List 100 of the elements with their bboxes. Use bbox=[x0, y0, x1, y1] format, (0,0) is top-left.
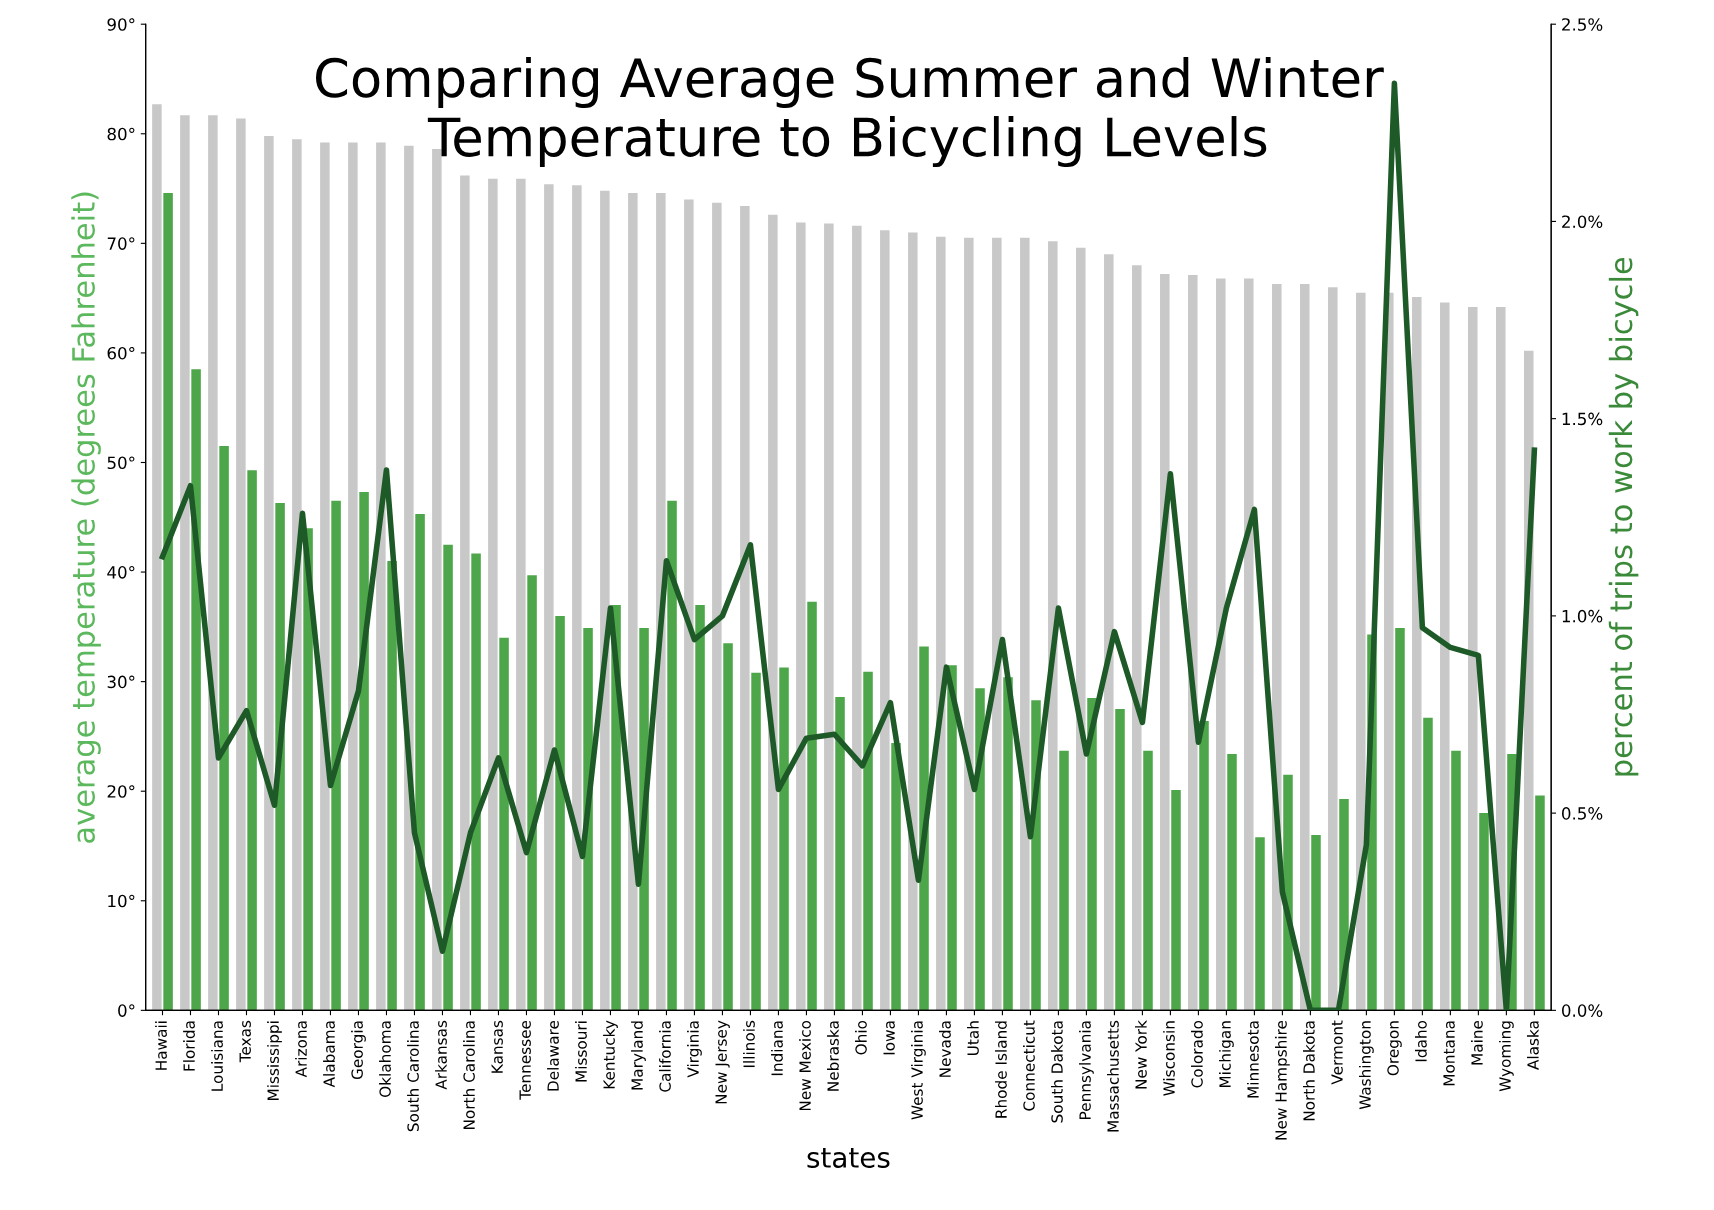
x-tick-label: Alabama bbox=[323, 1021, 335, 1088]
bar bbox=[348, 142, 358, 1011]
y2-tick-label: 0.0% bbox=[1561, 1004, 1603, 1017]
x-tick-label: South Carolina bbox=[407, 1021, 419, 1132]
bar bbox=[656, 192, 666, 1011]
bar bbox=[947, 665, 957, 1011]
x-tick-label: Alaska bbox=[1526, 1021, 1539, 1070]
bar bbox=[208, 115, 218, 1011]
bar bbox=[1143, 750, 1153, 1011]
x-tick-label: Delaware bbox=[547, 1020, 559, 1091]
bar bbox=[1115, 709, 1125, 1011]
bar bbox=[443, 544, 453, 1011]
y-tick-label: 20° bbox=[107, 785, 135, 798]
bar bbox=[1199, 721, 1209, 1011]
bar bbox=[1395, 627, 1405, 1011]
x-tick-label: Rhode Island bbox=[995, 1021, 1007, 1118]
bar bbox=[180, 115, 190, 1011]
bar bbox=[1468, 306, 1478, 1011]
x-tick-label: Tennessee bbox=[519, 1020, 531, 1100]
bar bbox=[852, 225, 862, 1011]
x-tick-label: South Dakota bbox=[1051, 1021, 1063, 1123]
bar bbox=[891, 742, 901, 1011]
bar bbox=[331, 500, 341, 1011]
bar bbox=[768, 214, 778, 1011]
bar bbox=[499, 637, 509, 1011]
x-tick-label: Maryland bbox=[631, 1021, 646, 1090]
bar bbox=[1356, 292, 1366, 1011]
bar bbox=[1020, 237, 1030, 1011]
bar bbox=[555, 615, 565, 1011]
bar bbox=[292, 139, 302, 1011]
bar bbox=[1300, 283, 1310, 1011]
x-tick-label: California bbox=[659, 1021, 671, 1092]
bar bbox=[1535, 795, 1545, 1011]
bar bbox=[796, 222, 806, 1011]
x-tick-label: Georgia bbox=[351, 1021, 366, 1080]
y2-tick-label: 1.5% bbox=[1562, 412, 1603, 426]
x-tick-label: Montana bbox=[1443, 1021, 1455, 1086]
x-tick-label: Idaho bbox=[1414, 1020, 1427, 1062]
bar bbox=[667, 500, 677, 1011]
x-tick-label: Texas bbox=[239, 1020, 251, 1063]
bar bbox=[936, 236, 946, 1011]
x-tick-label: Washington bbox=[1358, 1021, 1374, 1110]
bar bbox=[471, 553, 481, 1011]
bar bbox=[1255, 837, 1265, 1011]
y-tick-label: 0° bbox=[118, 1004, 135, 1017]
x-tick-label: Virginia bbox=[687, 1021, 702, 1078]
x-tick-label: Indiana bbox=[771, 1021, 783, 1076]
x-tick-label: Oregon bbox=[1387, 1021, 1402, 1076]
x-tick-label: Kansas bbox=[491, 1020, 503, 1073]
x-tick-label: Louisiana bbox=[211, 1021, 223, 1091]
bar bbox=[191, 369, 201, 1011]
text: Comparing Average Summer and Winter Temperature to Bicycling Levels bbox=[316, 56, 1384, 168]
bar bbox=[303, 528, 313, 1011]
x-tick-label: North Carolina bbox=[463, 1021, 475, 1130]
x-tick-label: Utah bbox=[967, 1021, 979, 1055]
y2-tick-label: 2.5% bbox=[1562, 18, 1603, 31]
x-axis-title: states bbox=[807, 1148, 890, 1168]
bar bbox=[779, 667, 789, 1011]
y-tick-label: 50° bbox=[107, 456, 135, 470]
x-tick-label: Nevada bbox=[939, 1021, 951, 1077]
bar bbox=[152, 104, 162, 1011]
bar bbox=[460, 175, 470, 1011]
x-tick-label: Nebraska bbox=[827, 1021, 839, 1091]
bar bbox=[264, 135, 274, 1011]
bar bbox=[1496, 306, 1506, 1011]
x-tick-label: Wisconsin bbox=[1163, 1021, 1175, 1096]
bar bbox=[908, 232, 918, 1011]
bar bbox=[359, 492, 369, 1011]
x-tick-label: Arkansas bbox=[435, 1020, 447, 1090]
x-tick-label: Pennsylvania bbox=[1079, 1021, 1094, 1119]
bar bbox=[1087, 698, 1097, 1011]
x-tick-label: Vermont bbox=[1331, 1020, 1343, 1085]
y-tick-label: 80° bbox=[107, 127, 135, 141]
bar bbox=[863, 671, 873, 1011]
bar bbox=[600, 190, 610, 1011]
bar bbox=[1227, 753, 1237, 1011]
bar bbox=[975, 688, 985, 1011]
x-tick-label: Iowa bbox=[883, 1021, 895, 1055]
bar bbox=[751, 672, 761, 1011]
bar bbox=[544, 184, 554, 1011]
bar bbox=[516, 178, 526, 1011]
bar bbox=[964, 237, 974, 1011]
y-tick-label: 70° bbox=[107, 237, 135, 250]
bar bbox=[219, 446, 229, 1011]
y-axis-title: average temperature (degrees Fahrenheit) bbox=[71, 192, 101, 843]
y-tick-label: 90° bbox=[107, 18, 135, 31]
x-tick-label: Michigan bbox=[1219, 1021, 1234, 1088]
x-tick-label: Missouri bbox=[575, 1021, 587, 1082]
x-tick-label: New Hampshire bbox=[1275, 1020, 1290, 1140]
x-tick-label: Hawaii bbox=[155, 1021, 167, 1070]
x-tick-label: Massachusetts bbox=[1107, 1020, 1119, 1132]
bar bbox=[572, 185, 582, 1011]
bar bbox=[628, 192, 638, 1011]
bar bbox=[1216, 278, 1226, 1011]
y2-tick-label: 0.5% bbox=[1561, 807, 1603, 820]
bar bbox=[1440, 302, 1450, 1011]
y-tick-label: 10° bbox=[108, 894, 135, 908]
y2-axis-title: percent of trips to work by bicycle bbox=[1608, 257, 1639, 776]
bar bbox=[740, 206, 750, 1011]
bar bbox=[807, 601, 817, 1011]
